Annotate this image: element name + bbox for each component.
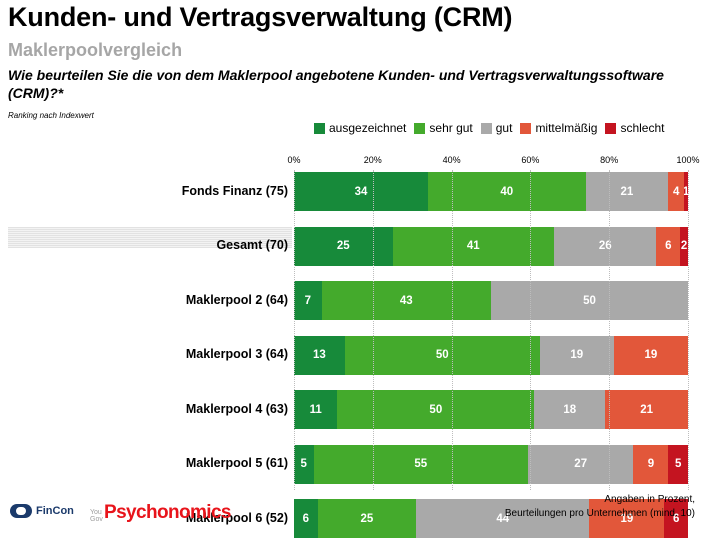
bar-row: 13 50 19 19 (294, 335, 688, 375)
legend-swatch (605, 122, 617, 134)
legend-swatch (480, 122, 492, 134)
gridline (530, 170, 532, 490)
x-tick-label: 60% (521, 155, 540, 165)
bar-segment: 6 (656, 226, 681, 266)
bar-segment: 18 (534, 390, 606, 429)
bar-row: 34 40 21 4 1 (294, 172, 688, 211)
bar-row: 25 41 26 6 2 (294, 226, 688, 266)
ranking-note: Ranking nach Indexwert (8, 111, 94, 120)
bar-segment: 34 (294, 172, 428, 211)
bar-segment: 5 (668, 444, 688, 484)
fincon-logo-icon (10, 504, 32, 518)
bar-segment: 21 (585, 172, 669, 211)
bar-segment: 6 (664, 499, 688, 538)
chart-legend: ausgezeichnet sehr gut gut mittelmäßig schle… (314, 121, 664, 135)
legend-item-3: mittelmäßig (520, 121, 597, 135)
x-tick-label: 40% (442, 155, 461, 165)
bar-segment: 27 (528, 444, 634, 484)
gridline (451, 170, 453, 490)
bar-segment: 4 (668, 172, 685, 211)
bar-segment: 13 (294, 335, 345, 375)
bar-segment: 6 (294, 499, 318, 538)
x-tick-label: 100% (676, 155, 700, 165)
footnote: Angaben in Prozent, Beurteilungen pro Un… (505, 493, 695, 521)
yougov-logo-text: You Gov (90, 509, 103, 523)
x-tick-label: 0% (287, 155, 301, 165)
gridline (294, 170, 295, 490)
psychonomics-logo-text: Psychonomics (104, 502, 232, 523)
page-subtitle: Maklerpoolvergleich (8, 40, 183, 60)
legend-swatch (314, 122, 325, 134)
bar-segment: 19 (613, 335, 688, 375)
bar-segment: 1 (684, 172, 688, 211)
legend-label: ausgezeichnet (329, 121, 407, 135)
bar-segment: 19 (539, 335, 614, 375)
legend-label: sehr gut (429, 121, 473, 135)
category-label: Maklerpool 2 (64) (185, 292, 288, 307)
fincon-logo-text: FinCon (36, 505, 74, 517)
legend-swatch (520, 122, 532, 134)
gridline (688, 170, 689, 490)
bar-segment: 40 (427, 172, 586, 211)
bar-segment: 11 (294, 390, 338, 429)
category-label: Maklerpool 3 (64) (185, 347, 288, 361)
bar-segment: 43 (321, 281, 491, 320)
bar-segment: 55 (313, 444, 529, 484)
bar-segment: 25 (317, 499, 417, 538)
bar-row: 7 43 50 (294, 281, 688, 320)
bar-row: 5 55 27 9 5 (294, 444, 688, 484)
legend-swatch (414, 122, 426, 134)
gridline (372, 170, 374, 490)
legend-item-4: schlecht (605, 121, 664, 135)
legend-item-1: sehr gut (414, 121, 473, 135)
bar-segment: 25 (294, 226, 393, 266)
bar-segment: 7 (294, 281, 322, 320)
bar-segment: 26 (554, 226, 657, 266)
category-label: Fonds Finanz (75) (181, 183, 288, 198)
bar-segment: 50 (490, 281, 688, 320)
category-label: Maklerpool 4 (63) (185, 401, 288, 416)
category-label: Gesamt (70) (216, 238, 288, 252)
bar-segment: 9 (633, 444, 669, 484)
bar-segment: 41 (392, 226, 555, 266)
bar-segment: 21 (605, 390, 688, 429)
x-tick-label: 20% (363, 155, 382, 165)
highlight-band (8, 227, 292, 248)
legend-label: gut (495, 121, 513, 135)
legend-item-2: gut (480, 121, 513, 135)
x-axis-ticks: 0% 20% 40% 60% 80% 100% (0, 155, 719, 169)
bar-segment: 50 (344, 335, 540, 375)
bar-segment: 50 (337, 390, 535, 429)
footnote-line-2: Beurteilungen pro Unternehmen (mind. 10) (504, 508, 695, 519)
bar-row: 11 50 18 21 (294, 390, 688, 429)
category-label: Maklerpool 6 (52) (185, 510, 288, 525)
bar-segment: 2 (680, 226, 688, 266)
gridline (609, 170, 611, 490)
fincon-logo: FinCon (10, 504, 74, 518)
page-title: Kunden- und Vertragsverwaltung (CRM) (8, 2, 513, 32)
legend-item-0: ausgezeichnet (314, 121, 406, 135)
bar-segment: 5 (294, 444, 314, 484)
psychonomics-logo: You Gov Psychonomics (90, 502, 232, 524)
footnote-line-1: Angaben in Prozent, (604, 494, 695, 505)
survey-question: Wie beurteilen Sie die von dem Maklerpoo… (8, 67, 664, 101)
category-label: Maklerpool 5 (61) (185, 456, 288, 470)
legend-label: mittelmäßig (535, 121, 598, 135)
x-tick-label: 80% (600, 155, 619, 165)
legend-label: schlecht (620, 121, 665, 135)
